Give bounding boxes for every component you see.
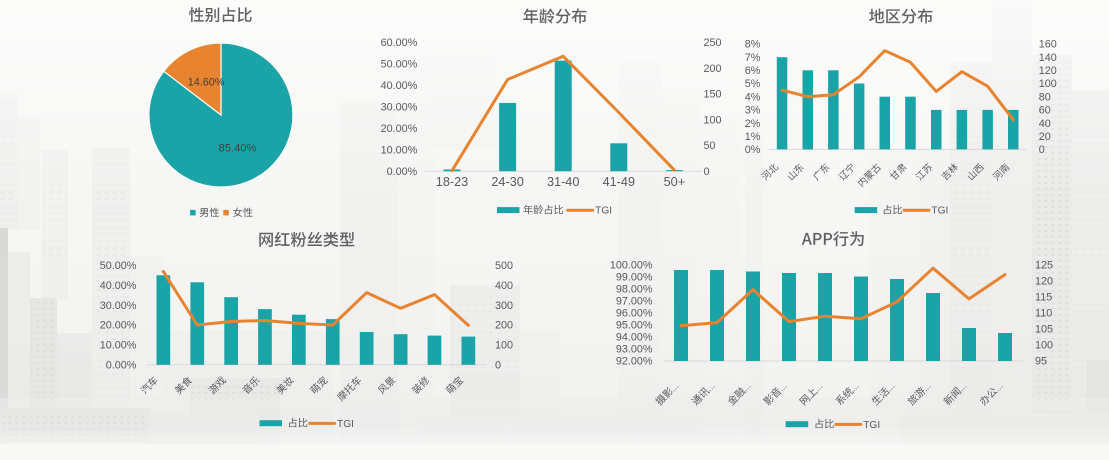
svg-text:100: 100 [704,114,722,126]
svg-text:7%: 7% [745,52,761,64]
svg-text:95.00%: 95.00% [616,320,653,332]
svg-text:6%: 6% [745,65,761,77]
svg-text:250: 250 [704,37,722,49]
svg-text:200: 200 [704,63,722,75]
svg-text:40: 40 [1039,118,1051,130]
svg-text:98.00%: 98.00% [616,284,653,296]
svg-text:TGI: TGI [863,420,880,431]
svg-text:0.00%: 0.00% [106,360,137,372]
svg-text:95: 95 [1035,356,1047,368]
svg-text:94.00%: 94.00% [616,332,653,344]
svg-text:92.00%: 92.00% [616,356,653,368]
svg-text:400: 400 [495,280,513,292]
svg-text:100: 100 [495,340,513,352]
svg-text:20: 20 [1039,131,1051,143]
svg-text:99.00%: 99.00% [616,272,653,284]
svg-text:20.00%: 20.00% [100,320,137,332]
svg-text:TGI: TGI [931,206,948,217]
svg-text:8%: 8% [745,39,761,51]
svg-text:100: 100 [1035,340,1053,352]
svg-text:40.00%: 40.00% [381,80,418,92]
svg-text:30.00%: 30.00% [100,300,137,312]
svg-text:10.00%: 10.00% [381,144,418,156]
svg-text:30.00%: 30.00% [381,102,418,114]
svg-text:105: 105 [1035,324,1053,336]
svg-text:4%: 4% [745,91,761,103]
svg-text:0: 0 [704,166,710,178]
svg-text:40.00%: 40.00% [100,280,137,292]
svg-text:41-49: 41-49 [603,175,635,189]
svg-text:0%: 0% [745,144,761,156]
svg-text:93.00%: 93.00% [616,344,653,356]
svg-text:3%: 3% [745,105,761,117]
svg-text:500: 500 [495,260,513,272]
svg-text:140: 140 [1039,52,1057,64]
svg-text:110: 110 [1035,308,1052,320]
svg-text:0.00%: 0.00% [387,166,418,178]
svg-text:TGI: TGI [595,206,612,217]
svg-text:14.60%: 14.60% [188,77,225,89]
svg-text:60.00%: 60.00% [381,37,418,49]
svg-text:TGI: TGI [337,419,354,430]
svg-text:97.00%: 97.00% [616,296,653,308]
svg-text:80: 80 [1039,91,1051,103]
svg-text:10.00%: 10.00% [100,340,137,352]
svg-text:50.00%: 50.00% [100,260,137,272]
svg-text:100.00%: 100.00% [610,260,653,272]
svg-text:2%: 2% [745,118,761,130]
svg-text:85.40%: 85.40% [219,143,257,155]
svg-text:0: 0 [495,360,501,372]
svg-text:18-23: 18-23 [436,175,468,189]
svg-text:20.00%: 20.00% [381,123,418,135]
svg-text:60: 60 [1039,105,1051,117]
svg-text:50: 50 [704,140,716,152]
svg-text:50.00%: 50.00% [381,59,418,71]
svg-text:24-30: 24-30 [491,175,523,189]
svg-text:125: 125 [1035,260,1053,272]
svg-text:0: 0 [1039,144,1045,156]
svg-text:1%: 1% [745,131,761,143]
svg-text:300: 300 [495,300,513,312]
svg-text:50+: 50+ [664,175,686,189]
svg-text:5%: 5% [745,78,761,90]
svg-text:100: 100 [1039,78,1057,90]
svg-text:200: 200 [495,320,513,332]
svg-text:31-40: 31-40 [547,175,579,189]
svg-text:96.00%: 96.00% [616,308,653,320]
svg-text:120: 120 [1039,65,1057,77]
svg-text:115: 115 [1035,292,1052,304]
svg-text:160: 160 [1039,39,1057,51]
svg-text:150: 150 [704,89,722,101]
svg-text:120: 120 [1035,276,1053,288]
